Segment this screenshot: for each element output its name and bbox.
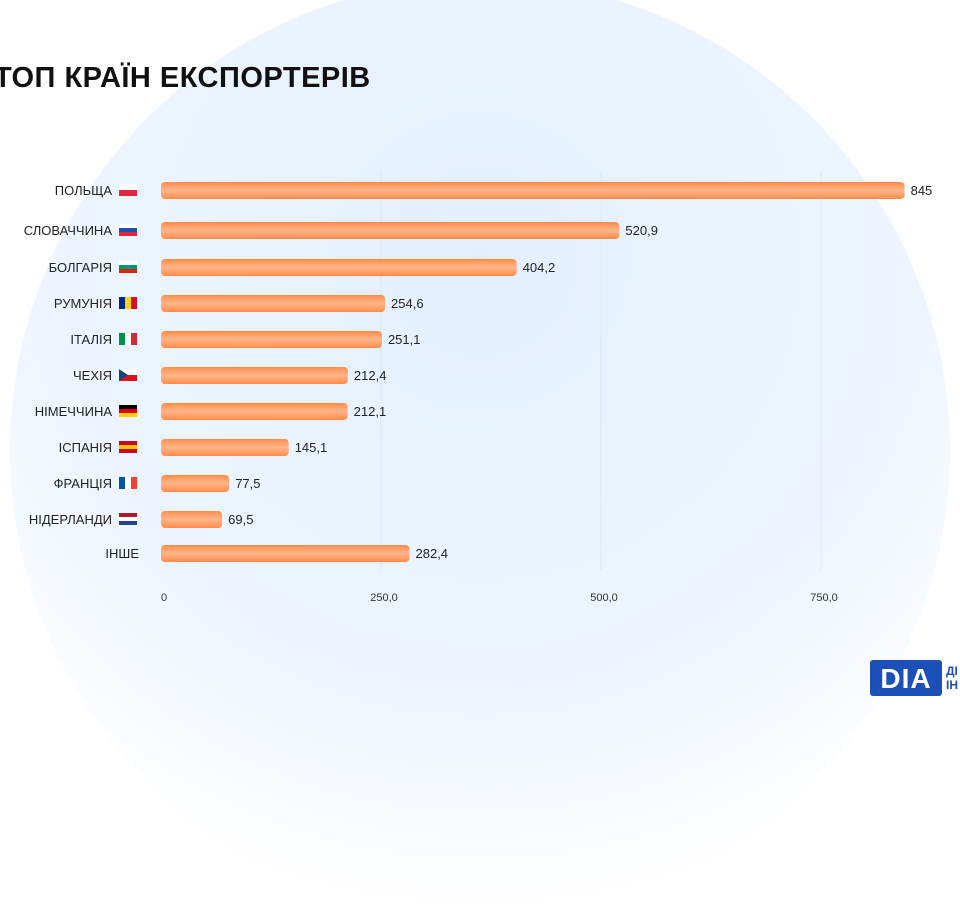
flag-cz-icon [119, 375, 137, 381]
category-label: ФРАНЦІЯ [54, 476, 112, 491]
flag-fr-icon [131, 477, 137, 489]
value-label: 69,5 [228, 512, 253, 527]
bar [161, 331, 382, 348]
category-label: ІСПАНІЯ [59, 440, 112, 455]
bar [161, 545, 410, 562]
logo-side-text: ДІ ІН [946, 664, 958, 692]
value-label: 251,1 [388, 332, 421, 347]
bar [161, 222, 620, 239]
bar [161, 439, 289, 456]
category-label: РУМУНІЯ [54, 296, 112, 311]
bar [161, 259, 517, 276]
value-label: 145,1 [295, 440, 328, 455]
category-label: НІМЕЧЧИНА [35, 404, 113, 419]
flag-pl-icon [119, 190, 137, 196]
flag-sk-icon [119, 232, 137, 236]
category-label: ІНШЕ [105, 546, 139, 561]
logo-side-top: ДІ [946, 664, 958, 678]
flag-pl-icon [119, 184, 137, 190]
flag-es-icon [119, 445, 137, 449]
logo-side-bottom: ІН [946, 678, 958, 692]
flag-it-icon [131, 333, 137, 345]
flag-cz-icon [119, 369, 128, 381]
category-label: ПОЛЬЩА [55, 183, 113, 198]
flag-de-icon [119, 409, 137, 413]
flag-cz-icon [119, 369, 137, 375]
bar [161, 511, 223, 528]
category-label: СЛОВАЧЧИНА [24, 223, 113, 238]
category-label: НІДЕРЛАНДИ [29, 512, 112, 527]
flag-de-icon [119, 405, 137, 409]
flag-nl-icon [119, 517, 137, 521]
flag-ro-icon [131, 297, 137, 309]
value-label: 77,5 [235, 476, 260, 491]
value-label: 282,4 [416, 546, 449, 561]
flag-it-icon [125, 333, 131, 345]
bar [161, 475, 230, 492]
flag-bg-icon [119, 261, 137, 265]
flag-es-icon [119, 441, 137, 445]
x-tick-label: 750,0 [810, 592, 838, 604]
value-label: 212,1 [354, 404, 387, 419]
bar [161, 295, 386, 312]
bar [161, 367, 348, 384]
bar [161, 182, 905, 199]
flag-sk-icon [119, 228, 137, 232]
x-tick-label: 500,0 [590, 592, 618, 604]
flag-bg-icon [119, 265, 137, 269]
flag-es-icon [119, 449, 137, 453]
flag-nl-icon [119, 513, 137, 517]
value-label: 845 [911, 183, 933, 198]
x-tick-label: 0 [161, 592, 167, 604]
page-title: ТОП КРАЇН ЕКСПОРТЕРІВ [0, 62, 371, 94]
flag-ro-icon [119, 297, 125, 309]
flag-de-icon [119, 413, 137, 417]
category-label: ІТАЛІЯ [70, 332, 112, 347]
flag-bg-icon [119, 269, 137, 273]
bar [161, 403, 348, 420]
category-label: БОЛГАРІЯ [49, 260, 112, 275]
bar-chart: 0 250,0 500,0 750,0 ПОЛЬЩА 845 СЛОВАЧЧИНА 520,9… [24, 172, 933, 604]
x-tick-label: 250,0 [370, 592, 398, 604]
value-label: 404,2 [523, 260, 556, 275]
flag-nl-icon [119, 521, 137, 525]
flag-fr-icon [125, 477, 131, 489]
dia-logo: DIA [870, 660, 942, 696]
flag-ro-icon [125, 297, 131, 309]
value-label: 212,4 [354, 368, 387, 383]
flag-fr-icon [119, 477, 125, 489]
flag-it-icon [119, 333, 125, 345]
value-label: 254,6 [391, 296, 424, 311]
flag-sk-icon [119, 224, 137, 228]
value-label: 520,9 [625, 223, 658, 238]
category-label: ЧЕХІЯ [73, 368, 112, 383]
